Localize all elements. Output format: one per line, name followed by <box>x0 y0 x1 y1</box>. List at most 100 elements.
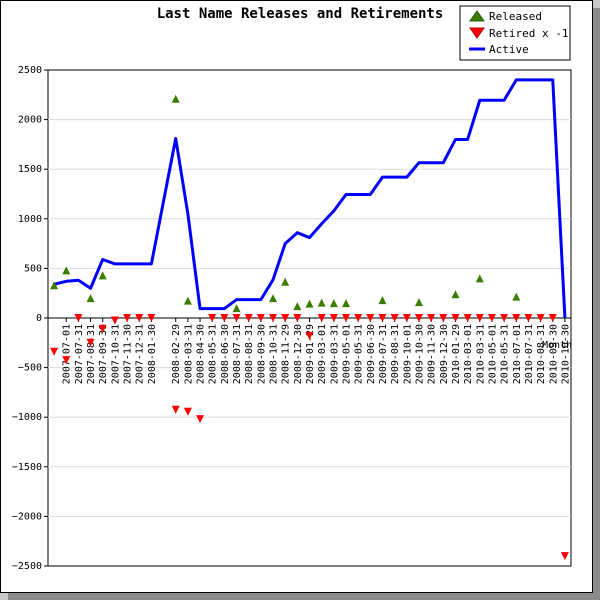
retired-point <box>208 314 217 322</box>
series-active-line <box>53 78 567 319</box>
retired-point <box>269 314 278 322</box>
retired-point <box>451 314 460 322</box>
y-tick-label: 1500 <box>18 164 42 175</box>
x-tick-label: 2007-09-30 <box>98 324 109 384</box>
retired-point <box>500 314 509 322</box>
released-point <box>305 299 314 308</box>
retired-point <box>329 314 338 322</box>
x-tick-label: 2007-11-30 <box>123 324 134 384</box>
grid <box>48 119 571 517</box>
released-point <box>281 277 290 286</box>
y-axis-ticks: 2500 2000 1500 1000 500 0 −500 −1000 −1500 −2000 −… <box>12 65 48 572</box>
released-point <box>512 292 521 301</box>
released-point <box>475 274 484 283</box>
released-point <box>171 94 180 103</box>
x-axis-label: Month <box>542 340 572 351</box>
x-tick-label: 2009-05-01 <box>341 324 352 384</box>
x-tick-label: 2010-05-01 <box>487 324 498 384</box>
retired-point <box>475 314 484 322</box>
retired-point <box>354 314 363 322</box>
retired-point <box>402 314 411 322</box>
retired-point <box>256 314 265 322</box>
y-tick-label: 0 <box>36 313 42 324</box>
x-tick-label: 2010-03-31 <box>475 324 486 384</box>
retired-point <box>62 356 71 365</box>
legend-active-label: Active <box>489 43 529 56</box>
series-layer <box>50 78 569 561</box>
released-point <box>183 296 192 305</box>
released-point <box>378 296 387 305</box>
x-tick-label: 2008-11-29 <box>281 324 292 384</box>
retired-point <box>390 314 399 322</box>
retired-point <box>366 314 375 322</box>
x-tick-label: 2009-06-30 <box>366 324 377 384</box>
x-tick-label: 2010-05-31 <box>500 324 511 384</box>
x-tick-label: 2007-07-01 <box>62 324 73 384</box>
retired-point <box>293 314 302 322</box>
chart-title: Last Name Releases and Retirements <box>157 6 444 22</box>
y-tick-label: −2500 <box>12 561 42 572</box>
retired-point <box>232 314 241 322</box>
retired-point <box>560 552 569 561</box>
x-tick-label: 2007-12-31 <box>135 324 146 384</box>
released-point <box>317 298 326 307</box>
legend-released-label: Released <box>489 10 542 23</box>
x-tick-label: 2007-07-31 <box>74 324 85 384</box>
retired-point <box>244 314 253 322</box>
panel-shadow-bottom <box>8 593 600 600</box>
retired-point <box>487 314 496 322</box>
released-point <box>98 271 107 280</box>
retired-point <box>512 314 521 322</box>
retired-point <box>427 314 436 322</box>
x-tick-label: 2008-05-31 <box>208 324 219 384</box>
retired-point <box>86 338 95 347</box>
x-tick-label: 2009-10-30 <box>414 324 425 384</box>
legend: Released Retired x -1 Active <box>459 5 571 61</box>
x-tick-label: 2008-10-31 <box>269 324 280 384</box>
x-tick-label: 2009-05-31 <box>354 324 365 384</box>
x-tick-label: 2009-08-31 <box>390 324 401 384</box>
released-point <box>50 281 59 290</box>
x-tick-label: 2009-03-01 <box>317 324 328 384</box>
retired-point <box>98 324 107 333</box>
x-tick-label: 2007-08-31 <box>86 324 97 384</box>
x-tick-label: 2009-03-31 <box>329 324 340 384</box>
x-tick-label: 2008-03-31 <box>183 324 194 384</box>
retired-point <box>183 407 192 416</box>
y-tick-label: 500 <box>24 263 42 274</box>
retired-point <box>548 314 557 322</box>
x-tick-label: 2008-12-30 <box>293 324 304 384</box>
released-point <box>329 299 338 308</box>
legend-retired-label: Retired x -1 <box>489 27 568 40</box>
x-axis-ticks: 2007-07-01 2007-07-31 2007-08-31 2007-09-30… <box>62 318 571 384</box>
retired-point <box>524 314 533 322</box>
x-tick-label: 2009-10-01 <box>402 324 413 384</box>
retired-point <box>536 314 545 322</box>
retired-point <box>196 415 205 424</box>
retired-point <box>414 314 423 322</box>
x-tick-label: 2010-01-29 <box>451 324 462 384</box>
x-tick-label: 2010-07-01 <box>512 324 523 384</box>
released-point <box>414 298 423 307</box>
x-tick-label: 2008-07-31 <box>232 324 243 384</box>
released-point <box>293 302 302 311</box>
x-tick-label: 2009-01-29 <box>305 324 316 384</box>
released-point <box>86 294 95 303</box>
y-tick-label: −1000 <box>12 412 42 423</box>
retired-point <box>123 314 132 322</box>
released-point <box>232 304 241 313</box>
retired-point <box>171 405 180 414</box>
x-tick-label: 2008-04-30 <box>196 324 207 384</box>
retired-point <box>439 314 448 322</box>
x-tick-label: 2010-09-30 <box>548 324 559 384</box>
y-tick-label: 2000 <box>18 115 42 126</box>
retired-point <box>463 314 472 322</box>
x-tick-label: 2010-10-30 <box>560 324 571 384</box>
y-tick-label: −1500 <box>12 462 42 473</box>
retired-point <box>110 316 119 325</box>
x-tick-label: 2009-11-30 <box>427 324 438 384</box>
retired-point <box>135 314 144 322</box>
released-point <box>451 290 460 299</box>
